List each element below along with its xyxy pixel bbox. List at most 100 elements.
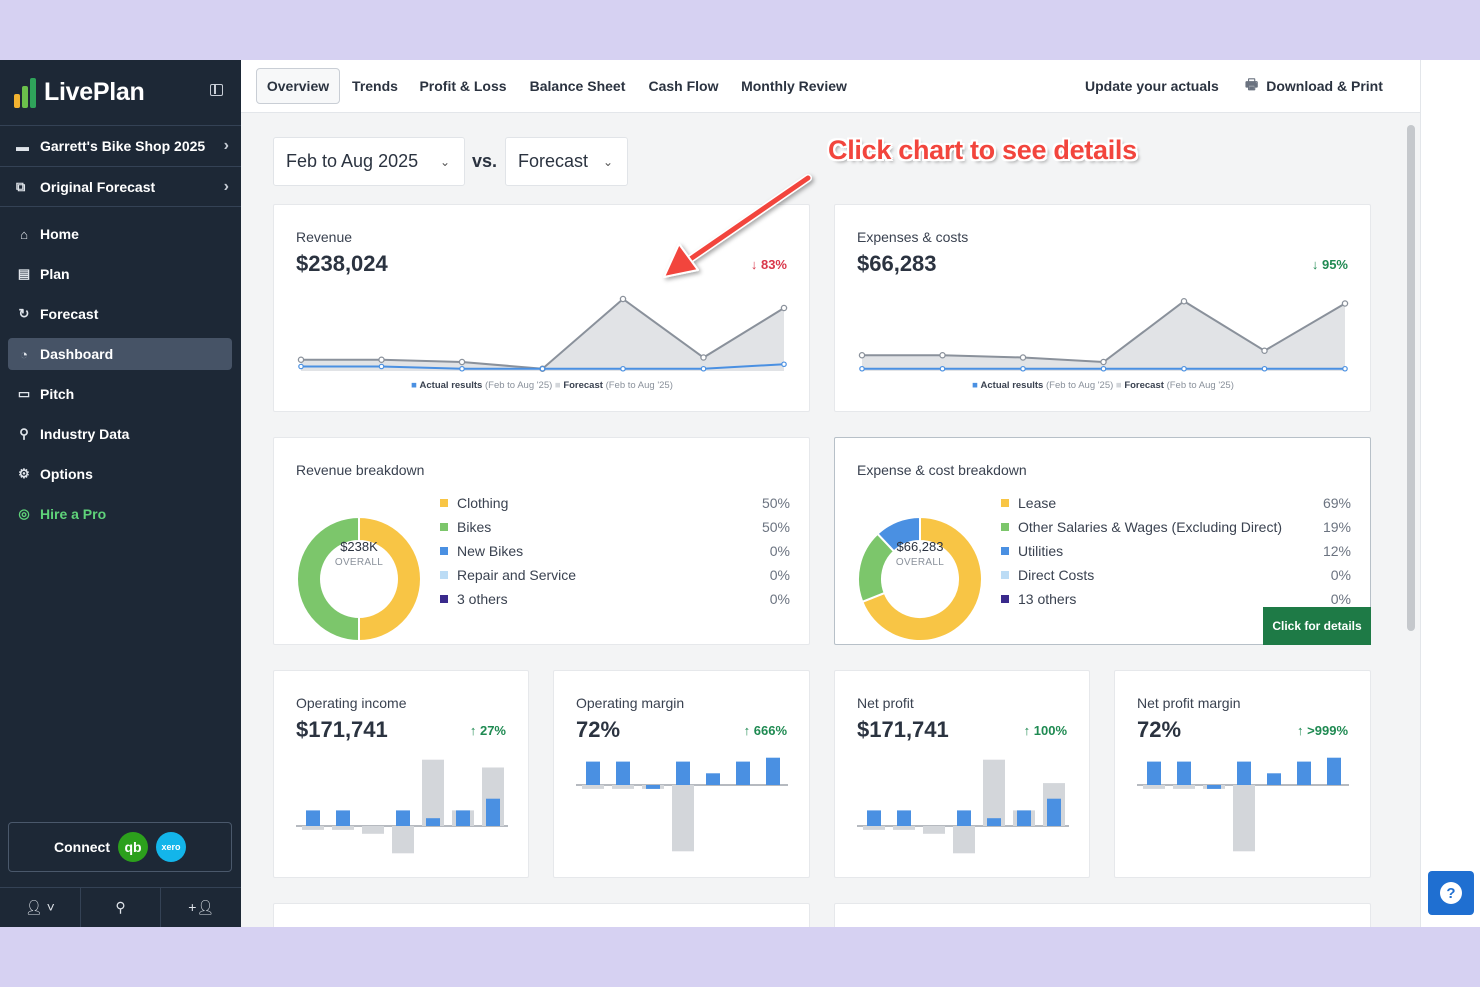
company-selector[interactable]: ▬ Garrett's Bike Shop 2025 ›	[0, 125, 241, 166]
card-title: Net profit	[857, 695, 914, 711]
forecast-point	[1261, 347, 1268, 354]
donut-slice	[358, 515, 422, 643]
revenue-card[interactable]: Revenue $238,024 ↓ 83% ■ Actual results …	[273, 204, 810, 412]
expense-breakdown-card[interactable]: Expense & cost breakdown $66,283 OVERALL…	[834, 437, 1371, 645]
actual-point	[700, 365, 707, 372]
donut-slice	[861, 515, 983, 642]
download-print-link[interactable]: 🖶︎ Download & Print	[1245, 68, 1383, 104]
tab-balance-sheet[interactable]: Balance Sheet	[529, 78, 626, 94]
sidebar-item-forecast[interactable]: ↻ Forecast	[8, 298, 232, 330]
actual-bar	[1177, 761, 1191, 785]
actual-bar	[1327, 757, 1341, 785]
operating-income-card[interactable]: Operating income $171,741 ↑ 27%	[273, 670, 529, 878]
user-menu-button[interactable]: 👤︎ ˅	[0, 888, 81, 927]
forecast-point	[1341, 300, 1349, 307]
forecast-bar	[672, 785, 694, 852]
legend-text: ■	[972, 380, 980, 391]
actual-bar	[1147, 761, 1161, 785]
legend-pct: 0%	[769, 543, 790, 559]
collapse-sidebar-icon[interactable]	[210, 84, 223, 96]
donut-center: $238K OVERALL	[319, 539, 399, 568]
legend-swatch	[440, 499, 448, 507]
help-button[interactable]: ?	[1428, 871, 1474, 915]
legend-text: (Feb to Aug '25)	[606, 380, 673, 391]
legend-text: (Feb to Aug '25)	[1046, 380, 1116, 391]
search-button[interactable]: ⚲	[81, 888, 162, 927]
card-title: Net profit margin	[1137, 695, 1241, 711]
sidebar-item-options[interactable]: ⚙ Options	[8, 458, 232, 490]
tab-monthly-review[interactable]: Monthly Review	[741, 78, 847, 94]
legend-pct: 12%	[1322, 543, 1351, 559]
delta-badge: ↑ 666%	[743, 723, 787, 738]
forecast-point	[297, 356, 305, 363]
next-card-left[interactable]	[273, 903, 810, 927]
legend-row: New Bikes 0%	[440, 543, 790, 559]
legend-swatch	[440, 547, 448, 555]
period-select[interactable]: Feb to Aug 2025 ⌄	[273, 137, 465, 186]
legend-row: Clothing 50%	[440, 495, 790, 511]
expenses-chart[interactable]: ■ Actual results (Feb to Aug '25) ■ Fore…	[835, 205, 1372, 413]
liveplan-logo[interactable]: LivePlan	[14, 74, 145, 110]
forecast-selector[interactable]: ⧉ Original Forecast ›	[0, 166, 241, 207]
operating-income-chart[interactable]	[274, 671, 530, 879]
sidebar-item-hire-a-pro[interactable]: ◎ Hire a Pro	[8, 498, 232, 530]
revenue-breakdown-card[interactable]: Revenue breakdown $238K OVERALL Clothing…	[273, 437, 810, 645]
sidebar-item-pitch[interactable]: ▭ Pitch	[8, 378, 232, 410]
legend-swatch	[1001, 499, 1009, 507]
legend-label: Utilities	[1018, 543, 1064, 559]
legend-label: New Bikes	[457, 543, 524, 559]
legend-swatch	[440, 571, 448, 579]
actual-bar	[1047, 798, 1061, 826]
compare-select-value: Forecast	[518, 151, 589, 171]
delta-badge: ↓ 95%	[1311, 257, 1348, 272]
update-actuals-link[interactable]: Update your actuals	[1085, 78, 1219, 94]
forecast-point	[700, 354, 707, 361]
card-value: 72%	[1137, 717, 1182, 742]
legend-text: ■	[1116, 380, 1124, 391]
add-user-button[interactable]: +👤︎	[161, 888, 241, 927]
donut-center: $66,283 OVERALL	[880, 539, 960, 568]
next-card-right[interactable]	[834, 903, 1371, 927]
net-profit-card[interactable]: Net profit $171,741 ↑ 100%	[834, 670, 1090, 878]
sidebar-item-plan[interactable]: ▤ Plan	[8, 258, 232, 290]
revenue-chart[interactable]: ■ Actual results (Feb to Aug '25) ■ Fore…	[274, 205, 811, 413]
click-for-details-button[interactable]: Click for details	[1263, 607, 1371, 645]
operating-margin-chart[interactable]	[554, 671, 811, 879]
net-profit-margin-chart[interactable]	[1115, 671, 1372, 879]
net-profit-chart[interactable]	[835, 671, 1091, 879]
actual-point	[539, 365, 546, 372]
net-profit-margin-card[interactable]: Net profit margin 72% ↑ >999%	[1114, 670, 1371, 878]
compare-select[interactable]: Forecast ⌄	[505, 137, 628, 186]
operating-margin-card[interactable]: Operating margin 72% ↑ 666%	[553, 670, 810, 878]
scrollbar-thumb[interactable]	[1407, 125, 1415, 631]
forecast-point	[1180, 298, 1188, 305]
delta-value: 27%	[479, 723, 506, 738]
donut-center-label: OVERALL	[895, 557, 945, 568]
legend-pct: 50%	[761, 519, 790, 535]
gear-icon: ⚙	[18, 466, 30, 481]
legend-text: Actual results	[420, 380, 485, 391]
legend-swatch	[440, 523, 448, 531]
legend-label: Repair and Service	[457, 567, 577, 583]
tab-cash-flow[interactable]: Cash Flow	[648, 78, 719, 94]
tab-trends[interactable]: Trends	[352, 78, 398, 94]
forecast-bar	[302, 826, 324, 830]
connect-accounting-button[interactable]: Connect qb xero	[8, 822, 232, 872]
sidebar-item-industry-data[interactable]: ⚲ Industry Data	[8, 418, 232, 450]
revenue-donut-chart[interactable]	[274, 438, 434, 646]
legend-pct: 19%	[1322, 519, 1351, 535]
tab-overview[interactable]: Overview	[256, 68, 340, 104]
sidebar-item-dashboard[interactable]: ◔ Dashboard	[8, 338, 232, 370]
expense-donut-chart[interactable]	[835, 438, 995, 646]
sidebar-item-home[interactable]: ⌂ Home	[8, 218, 232, 250]
tab-profit-loss[interactable]: Profit & Loss	[419, 78, 507, 94]
add-user-icon: +👤︎	[188, 899, 215, 915]
connect-label: Connect	[54, 839, 110, 855]
forecast-bar	[392, 826, 414, 854]
forecast-point	[378, 356, 385, 363]
expenses-card[interactable]: Expenses & costs $66,283 ↓ 95% ■ Actual …	[834, 204, 1371, 412]
actual-bar	[766, 757, 780, 785]
legend-text: (Feb to Aug '25)	[485, 380, 555, 391]
actual-bar	[486, 798, 500, 826]
chevron-right-icon: ›	[223, 137, 229, 154]
